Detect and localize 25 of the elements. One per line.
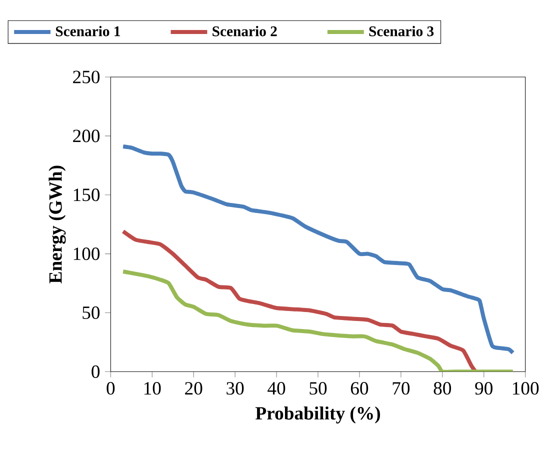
y-tick-label: 150 <box>74 188 100 202</box>
legend-label: Scenario 2 <box>212 26 277 36</box>
x-tick-label: 80 <box>434 382 452 395</box>
x-tick-label: 50 <box>310 382 327 395</box>
x-tick-label: 0 <box>106 382 115 395</box>
x-axis-title: Probability (%) <box>255 406 380 424</box>
x-tick-label: 70 <box>392 382 410 395</box>
x-tick-label: 20 <box>185 382 202 395</box>
line-series <box>121 269 515 372</box>
y-axis-title: Energy (GWh) <box>48 166 66 284</box>
line-series <box>121 229 478 372</box>
line-series <box>121 144 515 355</box>
legend-label: Scenario 1 <box>56 26 120 36</box>
x-tick-label: 60 <box>350 382 368 395</box>
y-tick-label: 0 <box>92 365 100 378</box>
x-tick-label: 100 <box>512 382 539 395</box>
x-tick-label: 90 <box>475 382 492 395</box>
y-tick-label: 200 <box>73 130 100 142</box>
y-tick-label: 250 <box>73 70 100 84</box>
y-tick-label: 50 <box>82 306 100 320</box>
x-tick-label: 10 <box>144 382 161 395</box>
x-tick-label: 40 <box>268 382 286 395</box>
y-tick-label: 100 <box>74 247 100 260</box>
x-tick-label: 30 <box>226 382 244 395</box>
legend-label: Scenario 3 <box>369 26 434 36</box>
